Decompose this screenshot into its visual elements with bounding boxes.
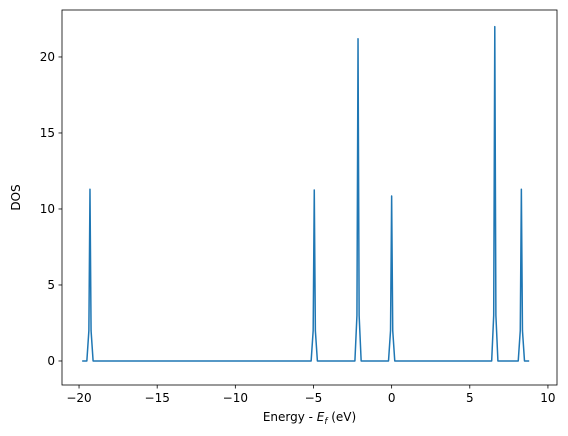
x-tick-label: 10 xyxy=(540,391,555,405)
x-tick-label: −5 xyxy=(305,391,323,405)
x-tick-label: −10 xyxy=(223,391,248,405)
x-label-suffix: (eV) xyxy=(327,410,356,424)
y-tick-label: 10 xyxy=(40,202,55,216)
y-tick-label: 5 xyxy=(47,278,55,292)
line xyxy=(82,25,530,362)
x-tick-label: −15 xyxy=(145,391,170,405)
x-tick-label: 0 xyxy=(388,391,396,405)
x-label-subscript: f xyxy=(324,417,329,427)
x-tick-label: −20 xyxy=(66,391,91,405)
x-tick-label: 5 xyxy=(466,391,474,405)
axes-frame xyxy=(61,9,558,386)
y-tick-label: 20 xyxy=(40,50,55,64)
x-label-symbol: E xyxy=(317,410,325,424)
y-axis-label: DOS xyxy=(9,184,23,210)
x-axis-label: Energy - Ef (eV) xyxy=(263,410,356,427)
y-tick-label: 15 xyxy=(40,126,55,140)
y-tick-label: 0 xyxy=(47,354,55,368)
x-label-prefix: Energy - xyxy=(263,410,317,424)
